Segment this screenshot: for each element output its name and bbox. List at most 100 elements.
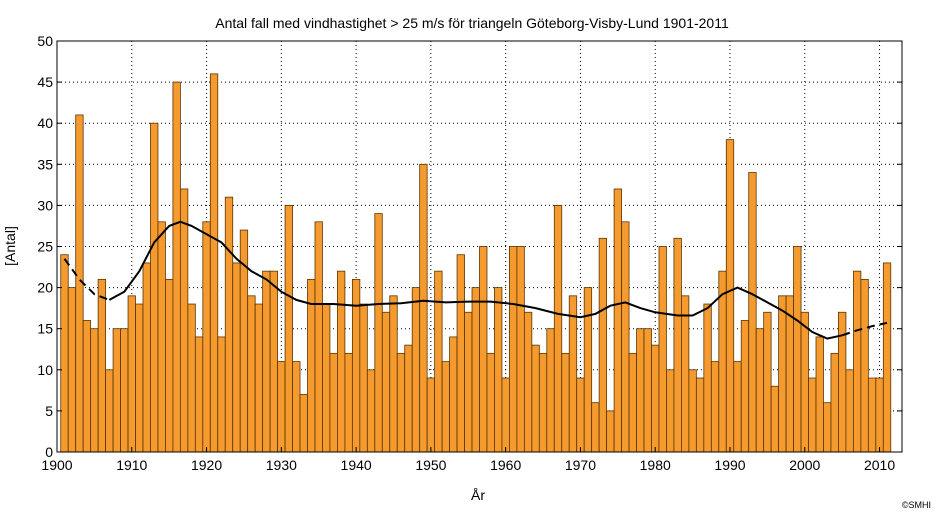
- bar-1952: [441, 361, 450, 453]
- bar-1991: [733, 361, 742, 453]
- bar-1926: [247, 295, 256, 453]
- bar-1964: [531, 344, 540, 453]
- bar-2002: [815, 336, 824, 453]
- x-tick-label: 1980: [640, 457, 671, 473]
- bar-1986: [695, 377, 705, 453]
- bar-1958: [486, 352, 495, 453]
- bar-1987: [703, 303, 712, 453]
- bar-1915: [165, 278, 174, 453]
- bar-2003: [823, 402, 832, 453]
- bar-1931: [284, 204, 293, 453]
- bar-1982: [666, 369, 675, 453]
- bar-2000: [800, 311, 809, 453]
- y-tick-label: 0: [45, 444, 53, 460]
- bar-1948: [411, 287, 421, 453]
- bar-1966: [546, 328, 555, 453]
- smoothed-line-start-dashed: [63, 258, 110, 301]
- x-tick-label: 2000: [789, 457, 820, 473]
- bar-1980: [651, 344, 660, 453]
- bar-1992: [740, 320, 750, 453]
- bar-1974: [606, 410, 615, 453]
- bar-1953: [449, 336, 458, 453]
- x-tick-label: 1910: [116, 457, 147, 473]
- x-tick-label: 1960: [490, 457, 521, 473]
- bar-1971: [583, 287, 593, 453]
- bar-1919: [194, 336, 204, 453]
- bar-1916: [172, 81, 181, 453]
- bar-1976: [621, 221, 630, 453]
- bar-1935: [314, 221, 323, 453]
- x-tick-label: 1930: [266, 457, 297, 473]
- bar-1930: [277, 361, 286, 453]
- bar-1912: [142, 262, 151, 453]
- y-tick-label: 50: [37, 33, 53, 49]
- bar-1909: [120, 328, 129, 453]
- bar-1997: [778, 295, 787, 453]
- y-tick-label: 45: [37, 74, 53, 90]
- y-tick-label: 30: [37, 197, 53, 213]
- x-tick-label: 1940: [341, 457, 372, 473]
- bar-1977: [628, 352, 637, 453]
- bar-2011: [882, 262, 892, 453]
- bar-1950: [426, 377, 436, 453]
- bar-1921: [209, 73, 219, 453]
- bar-1913: [150, 122, 159, 453]
- bar-1972: [591, 402, 600, 453]
- x-tick-label: 1900: [41, 457, 72, 473]
- bar-2001: [808, 377, 817, 453]
- bar-1965: [538, 352, 548, 453]
- bar-1959: [494, 287, 503, 453]
- bar-1990: [725, 139, 735, 453]
- bar-1988: [710, 361, 720, 453]
- bar-1902: [67, 287, 77, 453]
- bar-2004: [830, 352, 839, 453]
- bar-1968: [561, 352, 570, 453]
- bar-1928: [262, 270, 271, 453]
- bar-1938: [337, 270, 346, 453]
- bar-1955: [464, 311, 473, 453]
- bar-1936: [322, 303, 331, 453]
- bar-1954: [456, 254, 465, 453]
- bar-1927: [254, 303, 264, 453]
- bar-1907: [105, 369, 114, 453]
- bar-1983: [673, 237, 682, 453]
- bar-1918: [187, 303, 196, 453]
- x-tick-label: 1990: [714, 457, 745, 473]
- bar-1975: [613, 188, 622, 453]
- bars-layer: [60, 73, 892, 453]
- y-axis-label: [Antal]: [2, 226, 18, 266]
- x-tick-label: 1970: [565, 457, 596, 473]
- bar-1920: [202, 221, 211, 453]
- bar-1989: [718, 270, 727, 453]
- bar-1984: [681, 295, 690, 453]
- bar-1973: [598, 237, 608, 453]
- smoothed-line: [108, 220, 843, 340]
- bar-1917: [179, 188, 189, 453]
- bar-1998: [785, 295, 794, 453]
- bar-1939: [344, 352, 353, 453]
- bar-1963: [523, 311, 533, 453]
- y-tick-label: 25: [37, 239, 53, 255]
- bar-1945: [389, 295, 398, 453]
- bar-1951: [434, 270, 443, 453]
- bar-1970: [576, 377, 585, 453]
- bar-1994: [755, 328, 765, 453]
- y-tick-label: 35: [37, 156, 53, 172]
- bar-1903: [75, 114, 84, 453]
- x-axis-label: År: [471, 487, 485, 503]
- smoothed-line-end-dashed: [841, 321, 888, 337]
- x-tick-label: 1920: [191, 457, 222, 473]
- smhi-credit: ©SMHI: [902, 500, 931, 510]
- bar-1906: [97, 278, 107, 453]
- bar-1993: [748, 172, 757, 453]
- y-tick-label: 40: [37, 115, 53, 131]
- bar-2010: [875, 377, 884, 453]
- bar-2008: [860, 278, 869, 453]
- bar-1957: [479, 246, 488, 453]
- bar-1905: [90, 328, 99, 453]
- bar-1924: [232, 262, 241, 453]
- bar-1901: [60, 254, 69, 453]
- x-tick-label: 1950: [415, 457, 446, 473]
- bar-1960: [501, 377, 510, 453]
